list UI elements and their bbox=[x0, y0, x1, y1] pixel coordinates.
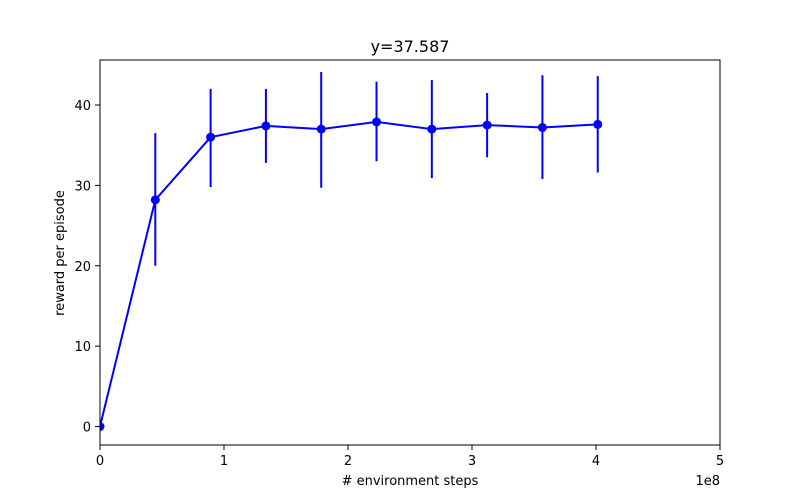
x-tick-label: 1 bbox=[220, 454, 228, 469]
series-line bbox=[100, 120, 598, 427]
x-tick-label: 4 bbox=[592, 454, 600, 469]
x-axis-label: # environment steps bbox=[342, 474, 479, 489]
data-point bbox=[482, 120, 492, 130]
x-offset-label: 1e8 bbox=[695, 474, 720, 489]
y-tick-label: 20 bbox=[74, 260, 91, 275]
data-point bbox=[593, 119, 603, 129]
chart-title: y=37.587 bbox=[371, 37, 450, 56]
data-point bbox=[261, 121, 271, 131]
data-point bbox=[206, 132, 216, 142]
data-point bbox=[537, 123, 547, 133]
x-tick-label: 3 bbox=[468, 454, 476, 469]
y-tick-label: 40 bbox=[74, 99, 91, 114]
data-point bbox=[100, 422, 105, 432]
data-point bbox=[150, 195, 160, 205]
series-group bbox=[100, 72, 603, 432]
axes-frame bbox=[99, 59, 721, 446]
data-point bbox=[427, 124, 437, 134]
y-tick-label: 0 bbox=[83, 421, 91, 436]
y-tick-label: 10 bbox=[74, 340, 91, 355]
y-axis-label: reward per episode bbox=[53, 190, 68, 316]
x-tick-label: 5 bbox=[716, 454, 724, 469]
x-tick-label: 2 bbox=[344, 454, 352, 469]
data-point bbox=[316, 124, 326, 134]
plot-area bbox=[100, 72, 603, 432]
x-tick-label: 0 bbox=[96, 454, 104, 469]
y-tick-label: 30 bbox=[74, 179, 91, 194]
axes: 0 1 2 3 4 5 0 10 20 30 40 bbox=[74, 59, 724, 469]
data-point bbox=[372, 117, 382, 127]
